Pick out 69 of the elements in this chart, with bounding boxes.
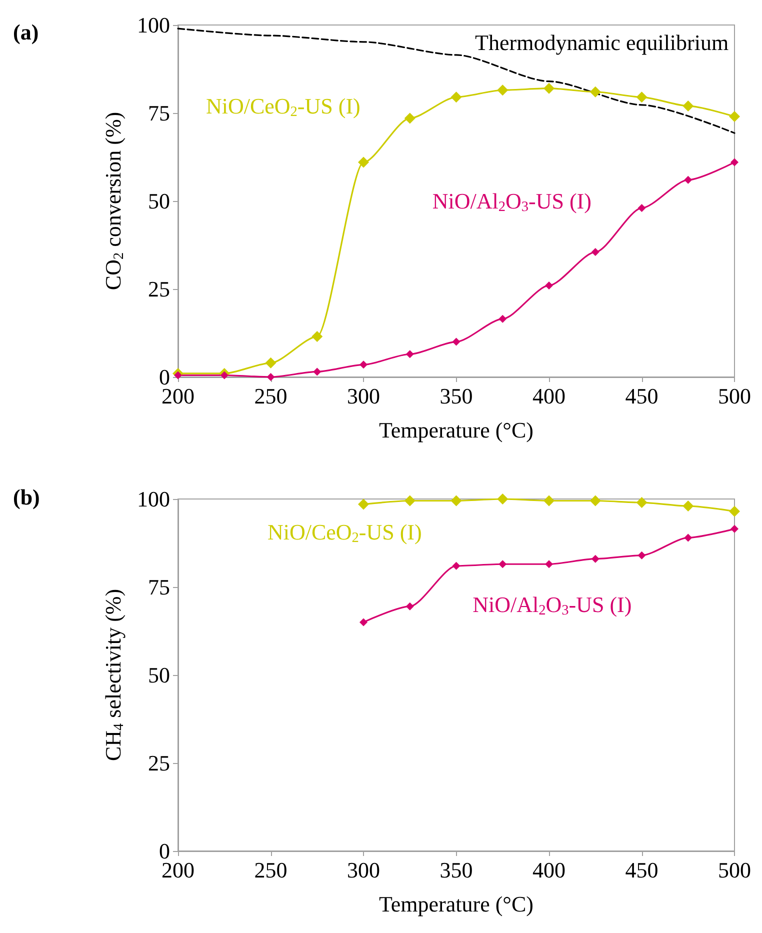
x-tick-label: 350 <box>440 384 473 408</box>
point <box>638 551 646 560</box>
point <box>730 524 738 533</box>
y-tick-label: 50 <box>148 188 170 214</box>
x-tick-label: 250 <box>254 858 288 882</box>
point <box>730 158 738 166</box>
point <box>360 618 368 626</box>
point <box>360 360 368 369</box>
x-tick-label: 250 <box>254 384 288 408</box>
point <box>452 562 460 570</box>
point <box>265 357 276 368</box>
point <box>406 602 414 610</box>
point <box>406 350 414 358</box>
x-tick-label: 450 <box>625 384 658 408</box>
point <box>682 500 694 512</box>
x-tick-label: 450 <box>625 858 658 882</box>
point <box>590 86 601 98</box>
point <box>404 112 416 124</box>
point <box>729 506 740 517</box>
x-tick-label: 400 <box>532 384 566 408</box>
x-tick-label: 400 <box>532 858 566 882</box>
point <box>684 176 692 184</box>
point <box>498 560 507 568</box>
point <box>266 373 275 381</box>
point <box>591 554 600 563</box>
x-tick-label: 350 <box>440 858 473 882</box>
point <box>358 156 369 168</box>
x-tick-label: 500 <box>718 858 751 882</box>
point <box>729 111 740 122</box>
point <box>450 92 462 103</box>
y-axis-title: CH4 selectivity (%) <box>100 588 127 762</box>
series-label: Thermodynamic equilibrium <box>475 30 729 56</box>
y-tick-label: 100 <box>137 486 170 512</box>
point <box>220 371 228 380</box>
point <box>544 495 554 506</box>
x-axis-title: Temperature (°C) <box>379 418 534 442</box>
point <box>545 560 553 568</box>
chart-title: (a) <box>13 20 39 44</box>
point <box>545 281 553 290</box>
y-tick-label: 25 <box>148 750 170 776</box>
x-tick-label: 500 <box>718 384 751 408</box>
y-tick-label: 75 <box>148 574 170 600</box>
y-tick-label: 25 <box>148 276 170 302</box>
point <box>638 204 646 212</box>
point <box>497 84 508 96</box>
x-tick-label: 300 <box>347 384 380 408</box>
point <box>544 82 554 94</box>
chart-title: (b) <box>13 484 40 510</box>
x-tick-label: 300 <box>347 858 380 882</box>
point <box>452 338 460 346</box>
point <box>636 497 648 508</box>
point <box>498 314 507 323</box>
line-series <box>177 28 736 134</box>
point <box>591 248 600 256</box>
point <box>590 495 601 506</box>
point <box>312 331 323 342</box>
point <box>450 495 462 506</box>
point <box>358 498 369 510</box>
y-tick-label: 75 <box>148 100 170 126</box>
x-axis-title: Temperature (°C) <box>379 892 534 916</box>
y-tick-label: 100 <box>137 12 170 38</box>
point <box>404 495 416 506</box>
y-tick-label: 50 <box>148 662 170 688</box>
y-axis-title: CO2 conversion (%) <box>100 112 127 290</box>
point <box>313 368 322 376</box>
point <box>497 494 508 504</box>
point <box>636 92 648 103</box>
point <box>684 534 692 542</box>
point <box>682 100 694 112</box>
